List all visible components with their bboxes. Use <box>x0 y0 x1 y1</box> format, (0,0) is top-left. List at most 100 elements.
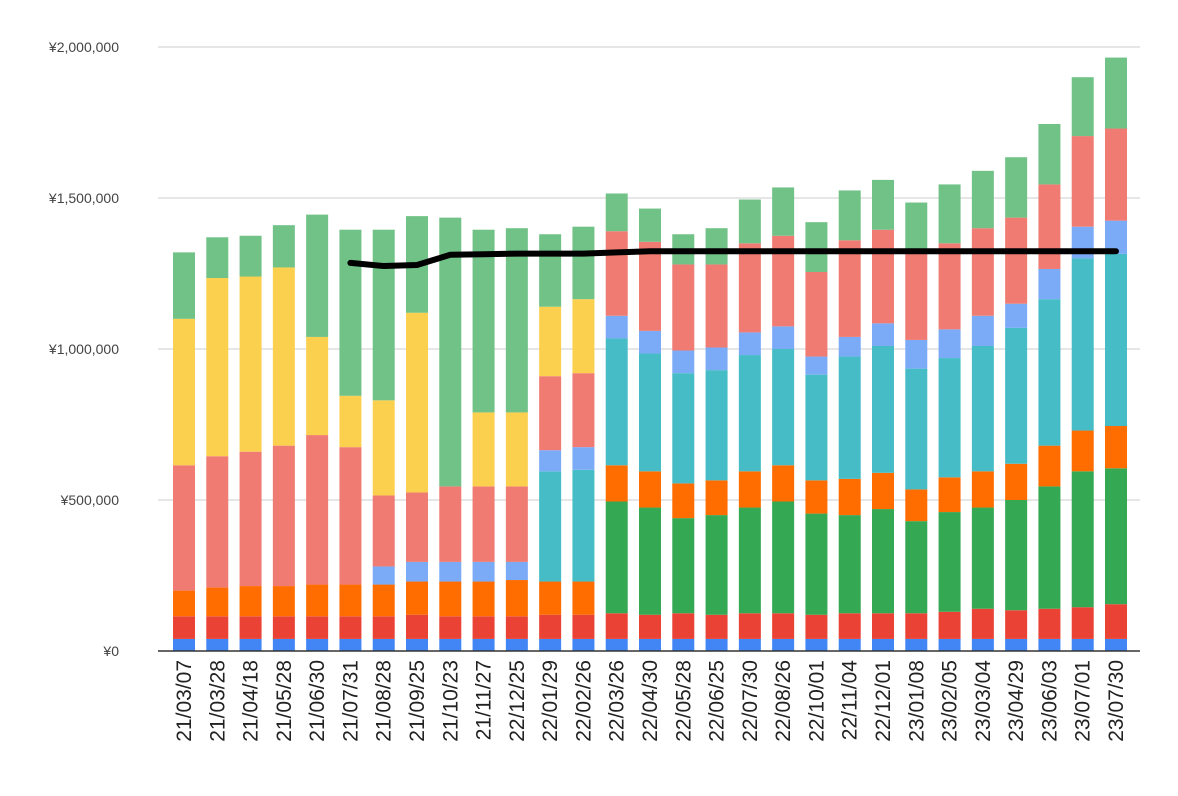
y-tick-label: ¥2,000,000 <box>48 39 119 55</box>
bar-segment <box>872 472 894 510</box>
bar-segment <box>738 332 761 356</box>
bar-segment <box>372 638 395 651</box>
x-tick-label: 21/03/07 <box>173 660 196 742</box>
y-tick-label: ¥1,500,000 <box>48 190 119 206</box>
x-tick-label: 23/07/01 <box>1072 660 1095 742</box>
bar-segment <box>372 566 395 585</box>
bar-segment <box>905 638 928 651</box>
bar-segment <box>1038 445 1061 487</box>
bar-segment <box>1005 157 1028 218</box>
bar-segment <box>505 561 528 581</box>
bar-segment <box>1071 258 1094 431</box>
bar-segment <box>905 202 928 254</box>
bar-segment <box>705 228 728 265</box>
bar-segment <box>971 170 994 229</box>
bar-segment <box>872 179 894 230</box>
bar-segment <box>572 447 595 470</box>
bar-segment <box>306 616 329 639</box>
bar-stack <box>239 235 262 651</box>
bar-segment <box>539 581 562 615</box>
bar-segment <box>938 358 961 478</box>
bar-segment <box>971 507 994 609</box>
bar-stack <box>505 228 528 651</box>
y-tick-label: ¥0 <box>102 643 119 659</box>
bar-segment <box>1071 607 1094 639</box>
bar-stack <box>439 217 462 651</box>
bar-segment <box>672 264 695 351</box>
bar-segment <box>206 616 229 639</box>
bar-segment <box>439 217 462 487</box>
bar-segment <box>738 199 761 244</box>
bar-segment <box>872 613 894 639</box>
x-tick-label: 21/11/27 <box>473 660 496 740</box>
bar-segment <box>173 616 195 639</box>
bar-segment <box>505 486 528 562</box>
bar-segment <box>1105 426 1127 469</box>
bar-segment <box>938 611 961 639</box>
bar-segment <box>173 590 195 617</box>
bar-segment <box>838 190 861 241</box>
bar-segment <box>1005 217 1028 304</box>
bar-segment <box>971 638 994 651</box>
bar-segment <box>1005 610 1028 639</box>
bar-segment <box>872 229 894 324</box>
bar-segment <box>206 278 229 457</box>
bar-stack <box>472 229 495 651</box>
bar-segment <box>306 638 329 651</box>
bar-segment <box>439 486 462 562</box>
bar-segment <box>239 276 262 452</box>
x-tick-label: 21/08/28 <box>373 660 396 742</box>
bar-segment <box>938 184 961 244</box>
bar-segment <box>605 231 628 316</box>
bar-segment <box>805 513 828 615</box>
bar-segment <box>1105 57 1127 129</box>
bar-segment <box>639 208 661 242</box>
bar-segment <box>905 489 928 522</box>
bar-segment <box>639 330 661 354</box>
bar-segment <box>605 315 628 339</box>
bar-segment <box>639 471 661 508</box>
bar-segment <box>173 465 195 591</box>
bar-segment <box>539 306 562 377</box>
bar-segment <box>206 638 229 651</box>
bar-segment <box>339 584 362 617</box>
bar-segment <box>1071 136 1094 227</box>
bar-segment <box>1038 184 1061 269</box>
bar-segment <box>1038 124 1061 185</box>
bar-segment <box>938 243 961 330</box>
bar-segment <box>705 264 728 348</box>
bar-segment <box>805 271 828 357</box>
bar-segment <box>639 241 661 331</box>
bar-segment <box>639 353 661 472</box>
bar-segment <box>1038 638 1061 651</box>
bar-segment <box>905 339 928 369</box>
bar-stack <box>539 234 562 651</box>
bar-segment <box>272 225 295 268</box>
bar-segment <box>239 586 262 617</box>
bar-segment <box>838 356 861 479</box>
x-tick-label: 22/02/26 <box>572 660 595 742</box>
bar-segment <box>672 350 695 374</box>
x-tick-label: 22/03/26 <box>606 660 629 742</box>
bar-segment <box>905 368 928 490</box>
bar-segment <box>472 412 495 487</box>
bar-segment <box>1105 604 1127 639</box>
bar-segment <box>805 638 828 651</box>
bar-segment <box>705 614 728 639</box>
bar-segment <box>472 616 495 639</box>
bar-stack <box>272 225 295 651</box>
bar-stack <box>372 229 395 651</box>
bar-segment <box>505 228 528 413</box>
bar-segment <box>738 243 761 333</box>
bar-segment <box>672 638 695 651</box>
x-tick-label: 21/07/31 <box>339 660 362 742</box>
bar-segment <box>872 323 894 346</box>
bar-segment <box>572 469 595 582</box>
bar-segment <box>572 581 595 615</box>
bar-segment <box>605 638 628 651</box>
bar-stack <box>938 184 961 651</box>
x-tick-label: 22/01/29 <box>539 660 562 742</box>
bar-segment <box>472 581 495 617</box>
x-tick-label: 21/05/28 <box>273 660 296 742</box>
